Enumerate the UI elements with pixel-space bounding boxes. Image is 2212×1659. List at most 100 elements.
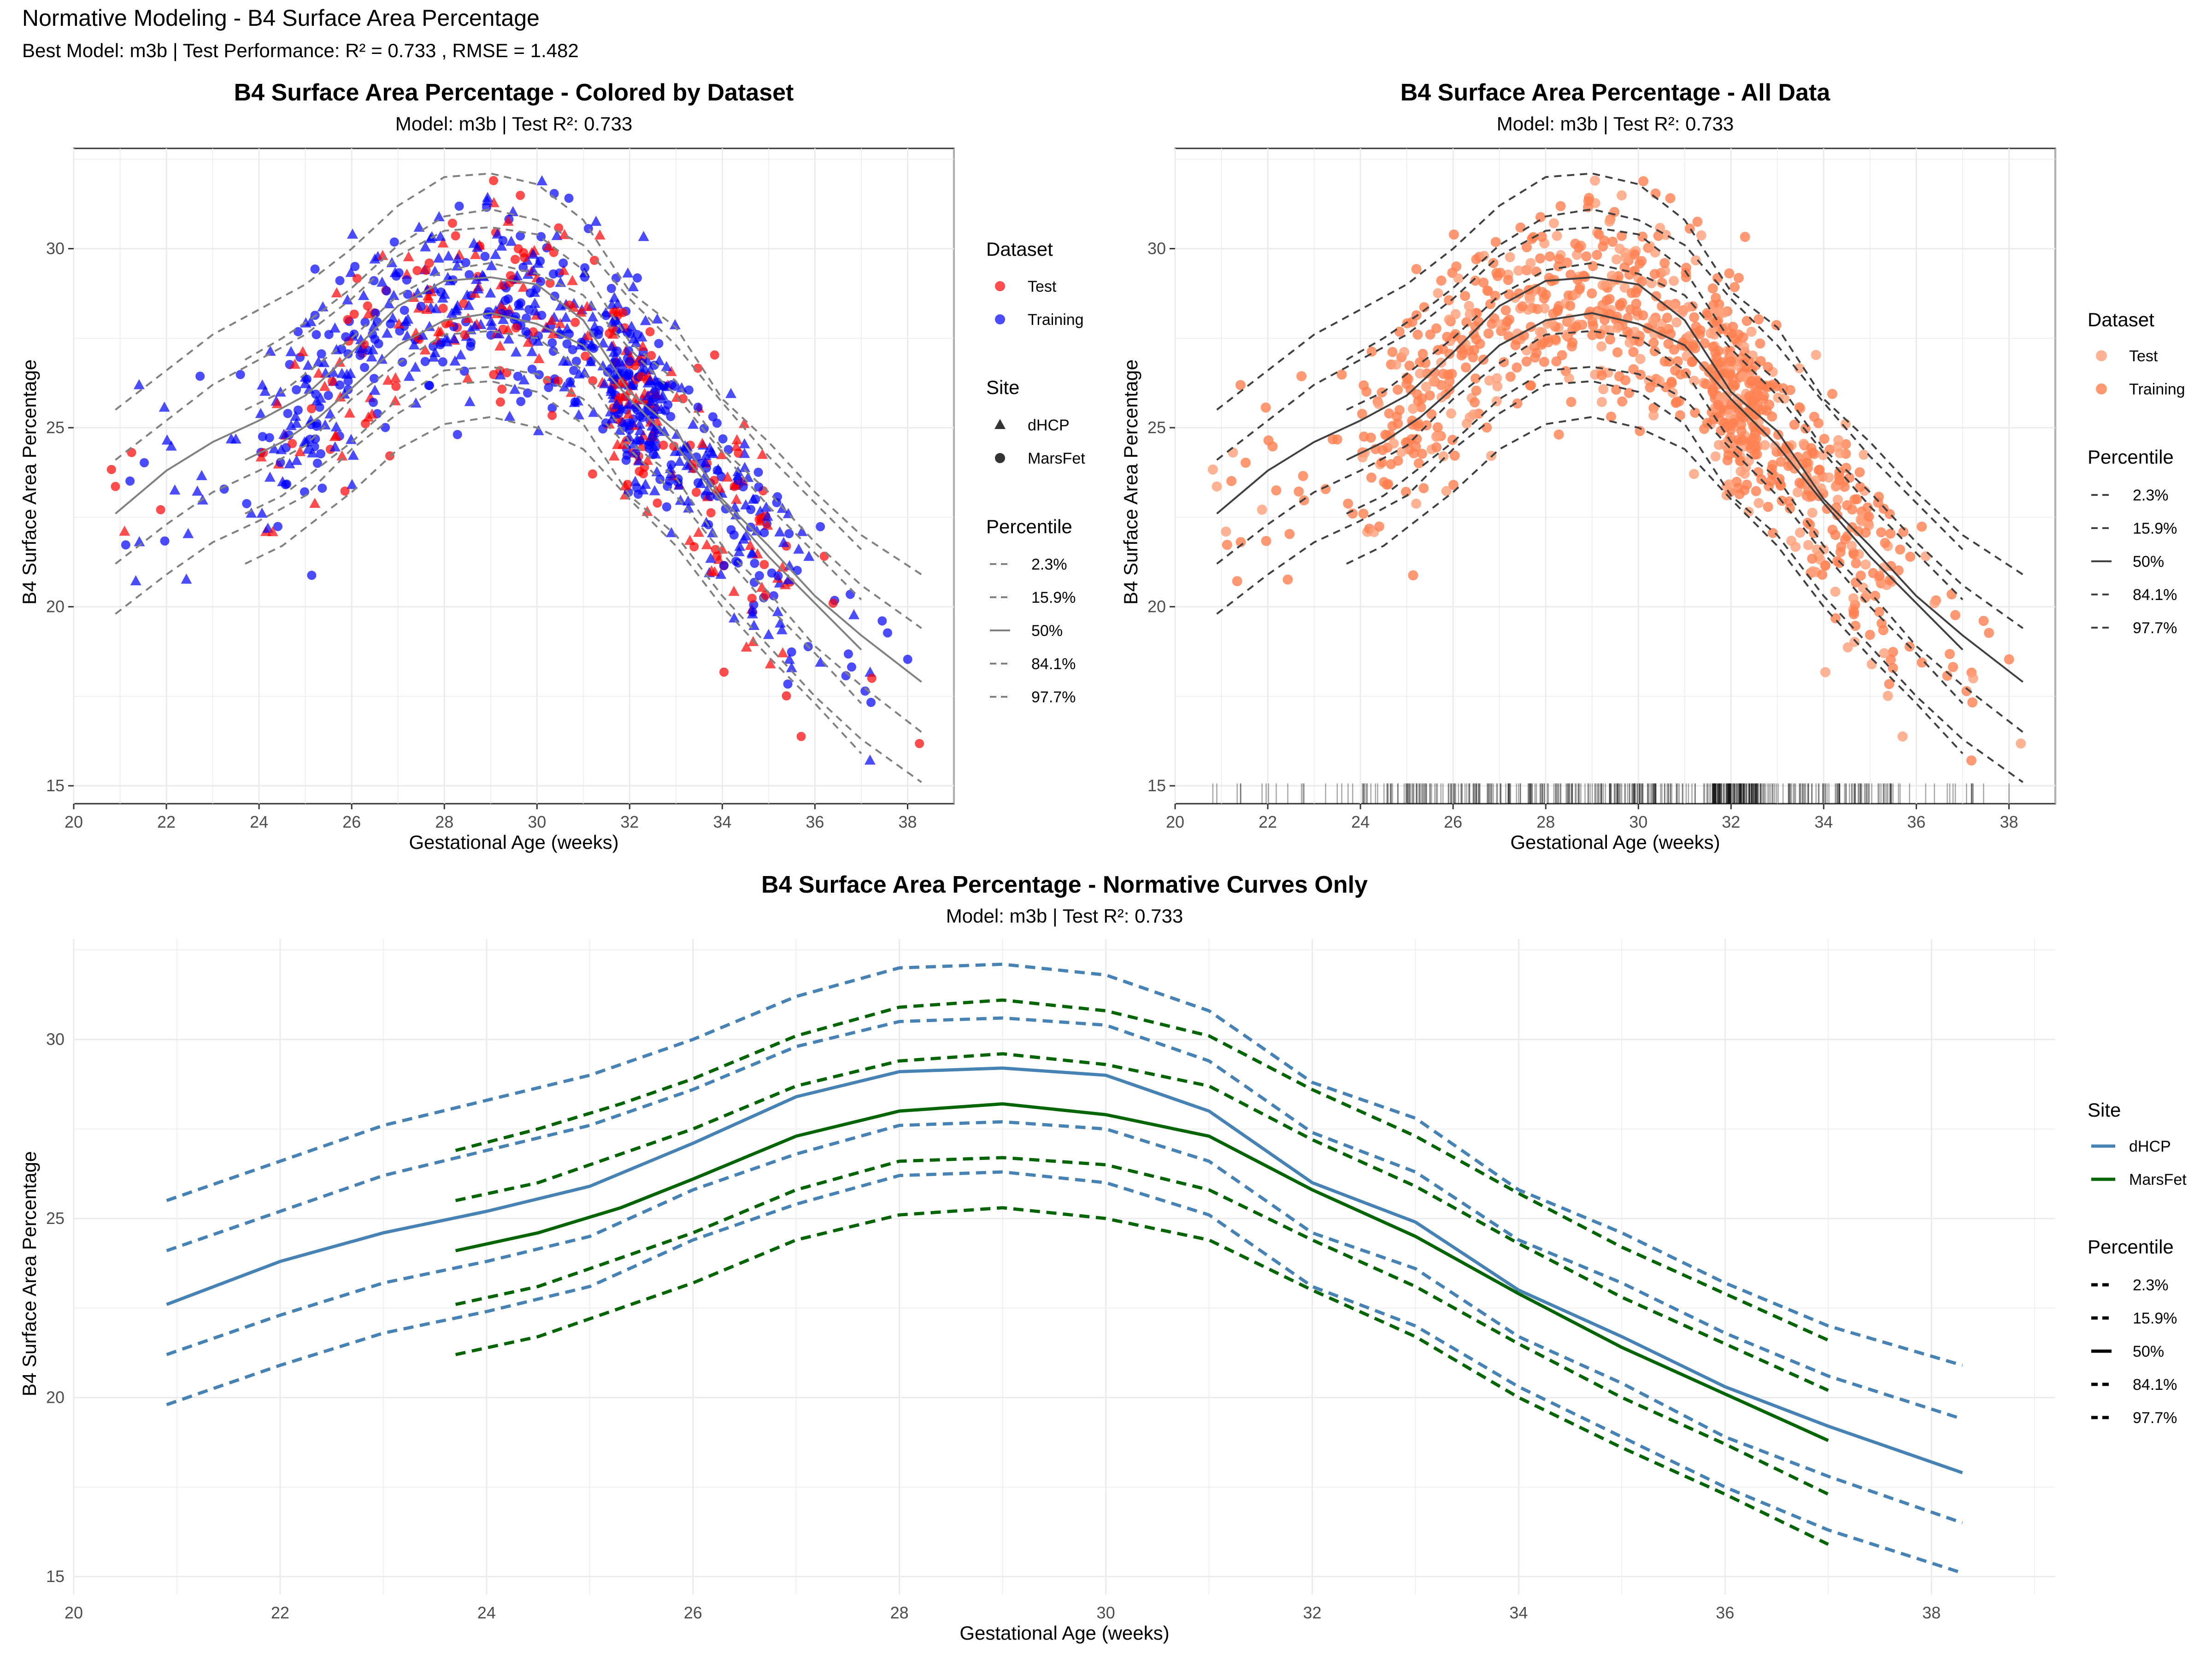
data-point [1431, 442, 1442, 453]
data-point-dhcp [815, 656, 826, 667]
data-point [1601, 295, 1612, 306]
data-point-marsfet [382, 286, 391, 296]
data-point [1521, 356, 1532, 367]
data-point-marsfet [666, 460, 676, 470]
data-point [1483, 286, 1493, 296]
data-point [1759, 440, 1770, 451]
data-point-marsfet [761, 590, 771, 600]
data-point-dhcp [335, 391, 346, 402]
data-point [1365, 432, 1376, 443]
data-point-marsfet [754, 482, 764, 492]
data-point-marsfet [300, 487, 309, 497]
data-point [1817, 570, 1828, 580]
data-point [1851, 558, 1861, 569]
data-point-dhcp [133, 379, 145, 389]
percentile-84-1-curve [1346, 262, 1964, 600]
data-point-dhcp [757, 448, 768, 459]
x-tick-label: 38 [1922, 1603, 1941, 1622]
data-point-dhcp [419, 241, 431, 252]
data-point-marsfet [438, 357, 447, 367]
marsfet-percentile-50-curve [455, 1102, 1829, 1442]
data-point-marsfet [316, 449, 325, 459]
data-point-marsfet [816, 522, 825, 531]
data-point-marsfet [527, 365, 537, 374]
data-point [1948, 662, 1959, 672]
data-point [1726, 356, 1736, 367]
data-point [1917, 521, 1927, 532]
data-point [1525, 258, 1536, 268]
data-point-dhcp [638, 231, 649, 241]
panel1-x-ticks: 20 22 24 26 28 30 32 34 36 38 [65, 804, 917, 831]
data-point [1741, 479, 1752, 490]
data-point-marsfet [754, 571, 764, 581]
data-point [1883, 691, 1893, 701]
legend-label: 2.3% [2133, 1277, 2169, 1294]
data-point [1545, 251, 1555, 262]
data-point-marsfet [495, 397, 505, 407]
data-point [1465, 412, 1475, 423]
data-point [1571, 321, 1582, 332]
data-point-marsfet [773, 492, 782, 502]
data-point [1634, 336, 1645, 347]
data-point-dhcp [169, 484, 181, 495]
data-point [1745, 406, 1755, 417]
data-point-dhcp [777, 561, 788, 572]
data-point-dhcp [608, 347, 620, 357]
data-point-dhcp [347, 449, 359, 460]
data-point [1438, 369, 1448, 379]
data-point-marsfet [843, 649, 853, 659]
data-point-marsfet [327, 377, 337, 386]
data-point-marsfet [754, 515, 764, 524]
data-point-dhcp [494, 369, 506, 380]
data-point-dhcp [255, 408, 266, 418]
data-point-dhcp [278, 429, 290, 439]
data-point [1842, 531, 1853, 541]
data-point-dhcp [443, 250, 454, 261]
data-point-dhcp [313, 356, 324, 367]
data-point-dhcp [676, 382, 688, 393]
data-point [1605, 334, 1616, 345]
data-point [1736, 426, 1747, 436]
y-tick-label: 30 [1147, 239, 1166, 258]
data-point [1648, 315, 1659, 326]
data-point [1391, 359, 1401, 370]
data-point [1221, 526, 1231, 537]
data-point [1374, 521, 1384, 532]
data-point [1636, 256, 1647, 266]
data-point-marsfet [747, 594, 757, 603]
data-point-dhcp [674, 455, 685, 466]
data-point [2004, 654, 2014, 665]
data-point [1723, 450, 1734, 460]
data-point-dhcp [119, 525, 130, 536]
data-point [1745, 443, 1756, 454]
data-point-dhcp [469, 320, 481, 331]
data-point-marsfet [729, 530, 739, 540]
data-point [1587, 317, 1598, 327]
panel2-grid [1174, 148, 2056, 804]
data-point-marsfet [369, 276, 379, 286]
data-point-dhcp [437, 237, 449, 248]
data-point-marsfet [466, 338, 476, 347]
data-point [1510, 340, 1521, 351]
data-point-dhcp [449, 355, 461, 366]
data-point [1536, 231, 1547, 242]
data-point [1505, 252, 1515, 263]
panel3-xlabel: Gestational Age (weeks) [959, 1622, 1169, 1644]
panel1-xlabel: Gestational Age (weeks) [409, 831, 618, 853]
legend-key-point [2096, 350, 2107, 361]
data-point [1818, 450, 1829, 460]
data-point [1689, 376, 1700, 386]
data-point [1671, 397, 1682, 407]
data-point [1684, 331, 1694, 341]
data-point-marsfet [580, 263, 590, 273]
data-point [1482, 422, 1492, 433]
data-point-marsfet [544, 382, 553, 392]
data-point [1561, 329, 1571, 340]
data-point-dhcp [635, 434, 647, 444]
data-point [1824, 472, 1834, 483]
data-point-dhcp [634, 425, 646, 435]
legend-label: 50% [1031, 622, 1063, 640]
data-point [1879, 648, 1889, 659]
data-point [1552, 230, 1562, 241]
data-point [1284, 529, 1295, 539]
